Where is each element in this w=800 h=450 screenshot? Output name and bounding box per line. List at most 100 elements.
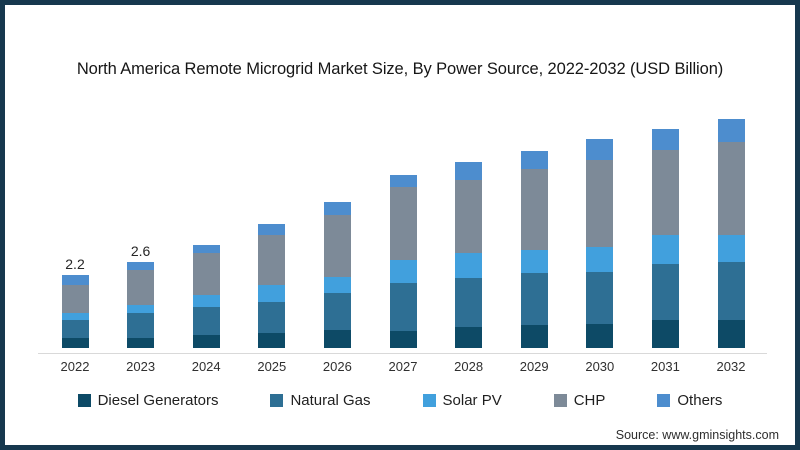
legend-label: Others	[677, 392, 723, 409]
x-axis-line	[38, 353, 767, 354]
bar-2027	[389, 175, 417, 348]
bar-segment-natural-gas	[323, 293, 351, 330]
bar-segment-others	[520, 150, 548, 169]
bar-segment-natural-gas	[61, 319, 89, 339]
bar-segment-chp	[520, 168, 548, 251]
bar-segment-others	[61, 275, 89, 285]
legend-swatch-diesel-generators	[77, 394, 91, 407]
bar-2023	[127, 261, 155, 348]
bar-segment-others	[192, 245, 220, 254]
source-text: Source: www.gminsights.com	[615, 428, 779, 442]
bar-segment-others	[586, 138, 614, 161]
legend-label: Diesel Generators	[97, 392, 219, 409]
legend-item-chp: CHP	[553, 392, 606, 409]
x-axis-label-2022: 2022	[60, 359, 90, 374]
data-label-2022: 2.2	[65, 255, 85, 272]
bar-segment-natural-gas	[127, 313, 155, 339]
legend: Diesel Generators Natural Gas Solar PV CHP O…	[5, 392, 795, 409]
bar-2028	[455, 162, 483, 348]
bar-2032	[717, 118, 745, 348]
legend-label: Solar PV	[442, 392, 502, 409]
legend-swatch-others	[657, 394, 671, 407]
legend-item-others: Others	[657, 392, 722, 409]
x-axis-labels: 2022 2023 2024 2025 2026 2027 2028 2029 2030 2031…	[40, 359, 770, 377]
legend-swatch-solar-pv	[422, 394, 436, 407]
x-axis-label-2032: 2032	[716, 359, 746, 374]
bar-segment-chp	[192, 253, 220, 295]
bar-segment-natural-gas	[389, 283, 417, 332]
legend-item-solar-pv: Solar PV	[422, 392, 502, 409]
bar-segment-chp	[455, 180, 483, 254]
legend-label: Natural Gas	[290, 392, 371, 409]
bar-segment-diesel-generators	[717, 319, 745, 348]
bar-segment-diesel-generators	[258, 333, 286, 348]
bar-segment-diesel-generators	[127, 338, 155, 348]
legend-item-natural-gas: Natural Gas	[270, 392, 371, 409]
x-axis-label-2028: 2028	[454, 359, 484, 374]
bar-segment-diesel-generators	[323, 329, 351, 348]
bar-segment-others	[389, 175, 417, 188]
bar-segment-diesel-generators	[586, 324, 614, 348]
legend-item-diesel-generators: Diesel Generators	[77, 392, 219, 409]
bar-segment-solar-pv	[717, 235, 745, 262]
bar-segment-solar-pv	[455, 253, 483, 279]
bar-segment-solar-pv	[586, 246, 614, 272]
x-axis-label-2031: 2031	[650, 359, 680, 374]
plot-area: 2.2 2.6	[40, 105, 770, 348]
x-axis-label-2026: 2026	[322, 359, 352, 374]
bar-segment-others	[717, 118, 745, 143]
bar-segment-chp	[586, 160, 614, 247]
x-axis-label-2025: 2025	[257, 359, 287, 374]
bar-2026	[323, 201, 351, 348]
bar-segment-others	[455, 162, 483, 181]
bar-segment-chp	[127, 270, 155, 305]
bar-segment-natural-gas	[258, 301, 286, 334]
legend-swatch-natural-gas	[270, 394, 284, 407]
bar-segment-diesel-generators	[520, 324, 548, 348]
bar-2030	[586, 138, 614, 348]
bar-segment-solar-pv	[192, 294, 220, 307]
bar-segment-natural-gas	[651, 263, 679, 321]
x-axis-label-2029: 2029	[519, 359, 549, 374]
bar-2031	[651, 128, 679, 348]
bar-segment-diesel-generators	[61, 338, 89, 348]
bar-segment-natural-gas	[455, 278, 483, 328]
bar-segment-solar-pv	[61, 313, 89, 320]
bar-segment-diesel-generators	[651, 320, 679, 348]
bar-segment-solar-pv	[127, 304, 155, 314]
legend-swatch-chp	[553, 394, 567, 407]
bar-segment-solar-pv	[389, 260, 417, 284]
bar-segment-natural-gas	[586, 271, 614, 325]
bar-segment-solar-pv	[258, 284, 286, 302]
bar-segment-chp	[389, 187, 417, 261]
x-axis-label-2030: 2030	[585, 359, 615, 374]
bar-segment-solar-pv	[520, 250, 548, 274]
bar-2022	[61, 275, 89, 348]
data-label-2023: 2.6	[130, 242, 151, 259]
bar-segment-others	[323, 201, 351, 216]
bar-segment-natural-gas	[192, 306, 220, 335]
bar-segment-chp	[258, 235, 286, 285]
bar-2025	[258, 223, 286, 348]
bar-2024	[192, 245, 220, 348]
bar-segment-others	[651, 128, 679, 151]
bar-segment-solar-pv	[651, 235, 679, 264]
legend-label: CHP	[573, 392, 606, 409]
bar-segment-natural-gas	[520, 273, 548, 325]
bar-segment-natural-gas	[717, 261, 745, 320]
x-axis-label-2027: 2027	[388, 359, 418, 374]
bar-segment-diesel-generators	[192, 334, 220, 348]
bar-segment-solar-pv	[323, 276, 351, 294]
bar-segment-chp	[651, 150, 679, 236]
bar-2029	[520, 150, 548, 348]
chart-title: North America Remote Microgrid Market Si…	[76, 60, 724, 78]
bar-segment-chp	[323, 215, 351, 277]
bar-segment-diesel-generators	[389, 331, 417, 348]
x-axis-label-2023: 2023	[126, 359, 156, 374]
bar-segment-chp	[61, 284, 89, 314]
bar-segment-diesel-generators	[455, 327, 483, 348]
bar-segment-chp	[717, 142, 745, 236]
bar-segment-others	[258, 223, 286, 236]
bar-segment-others	[127, 261, 155, 270]
